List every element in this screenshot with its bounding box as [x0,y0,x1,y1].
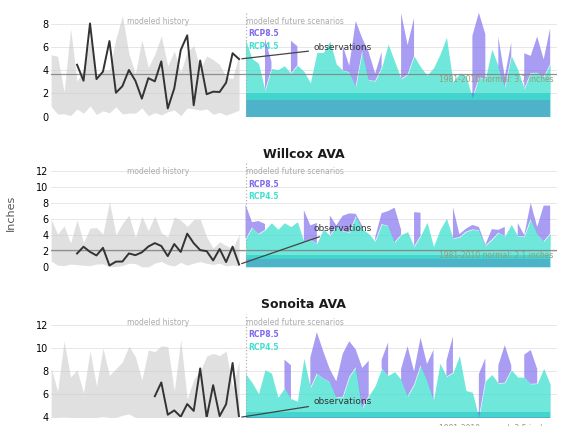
Title: Willcox AVA: Willcox AVA [263,148,345,161]
Title: Sonoita AVA: Sonoita AVA [261,298,346,311]
Text: modeled history: modeled history [127,318,189,327]
Text: 1981-2010 normal: 3.7 inches: 1981-2010 normal: 3.7 inches [438,75,553,84]
Text: modeled history: modeled history [127,167,189,176]
Text: modeled future scenarios: modeled future scenarios [245,167,344,176]
Text: modeled future scenarios: modeled future scenarios [245,318,344,327]
Text: RCP8.5: RCP8.5 [248,330,279,340]
Text: Inches: Inches [6,195,16,231]
Text: 1981-2010 normal: 3.5 inches: 1981-2010 normal: 3.5 inches [438,424,553,426]
Text: observations: observations [242,43,372,59]
Text: RCP4.5: RCP4.5 [248,343,278,352]
Text: RCP8.5: RCP8.5 [248,29,279,38]
Text: 1981-2010 normal: 2.1 inches: 1981-2010 normal: 2.1 inches [439,251,553,260]
Text: RCP4.5: RCP4.5 [248,42,278,51]
Text: observations: observations [242,224,372,264]
Text: RCP4.5: RCP4.5 [248,192,278,201]
Text: modeled history: modeled history [127,17,189,26]
Text: observations: observations [242,397,372,417]
Text: modeled future scenarios: modeled future scenarios [245,17,344,26]
Text: RCP8.5: RCP8.5 [248,180,279,189]
